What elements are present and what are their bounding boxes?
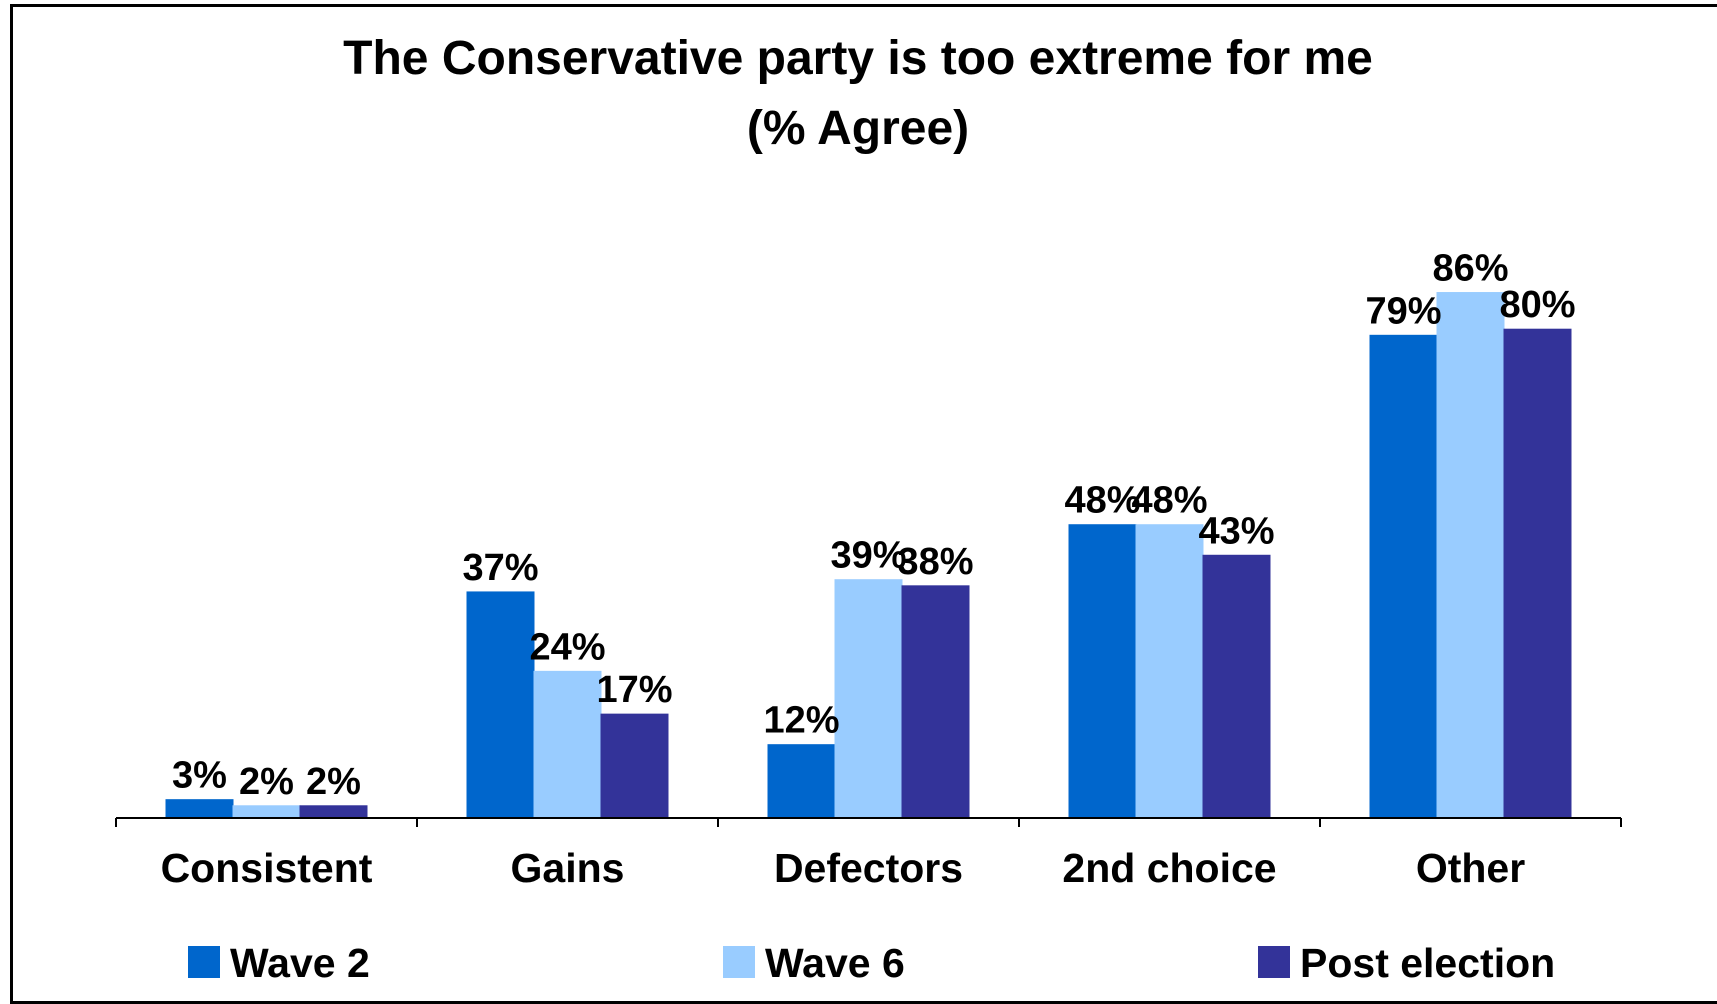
bar-2nd-choice-wave-6 xyxy=(1135,524,1204,819)
data-label: 43% xyxy=(1198,510,1274,552)
legend-label: Wave 2 xyxy=(230,940,370,986)
bar-defectors-post-election xyxy=(901,585,970,819)
data-label: 12% xyxy=(763,700,839,742)
chart-title: The Conservative party is too extreme fo… xyxy=(343,32,1373,85)
data-label: 48% xyxy=(1131,480,1207,522)
data-label: 24% xyxy=(529,626,605,668)
data-label: 17% xyxy=(596,669,672,711)
data-label: 38% xyxy=(897,541,973,583)
bar-2nd-choice-wave-2 xyxy=(1068,524,1137,819)
bar-defectors-wave-6 xyxy=(834,579,903,819)
category-label: Gains xyxy=(511,845,625,891)
category-label: Defectors xyxy=(774,845,963,891)
bar-other-wave-2 xyxy=(1369,334,1438,819)
bar-2nd-choice-post-election xyxy=(1202,554,1271,819)
legend-swatch xyxy=(723,946,755,978)
data-labels-layer: 3% 2% 2%37%24%17%12%39%38%48%48%43%79%86%8… xyxy=(172,248,1575,803)
data-label: 48% xyxy=(1064,480,1140,522)
legend-swatch xyxy=(1258,946,1290,978)
legend-label: Post election xyxy=(1300,940,1555,986)
data-label: 2% xyxy=(306,761,361,803)
legend-label: Wave 6 xyxy=(765,940,905,986)
legend: Wave 2 Wave 6 Post election xyxy=(188,940,1555,986)
chart-subtitle: (% Agree) xyxy=(747,102,969,155)
data-label: 3% xyxy=(172,755,227,797)
bar-gains-post-election xyxy=(600,713,669,819)
bar-consistent-wave-6 xyxy=(232,805,301,819)
category-label: 2nd choice xyxy=(1062,845,1276,891)
data-label: 79% xyxy=(1365,290,1441,332)
category-label: Other xyxy=(1416,845,1525,891)
data-label: 86% xyxy=(1432,248,1508,290)
data-label: 80% xyxy=(1499,284,1575,326)
x-axis: Consistent Gains Defectors 2nd choice Other xyxy=(115,817,1622,891)
bar-consistent-wave-2 xyxy=(165,799,234,819)
bar-other-post-election xyxy=(1503,328,1572,819)
bar-other-wave-6 xyxy=(1436,292,1505,819)
bar-gains-wave-6 xyxy=(533,670,602,819)
data-label: 2% xyxy=(239,761,294,803)
legend-swatch xyxy=(188,946,220,978)
bars-layer xyxy=(165,292,1572,819)
bar-consistent-post-election xyxy=(299,805,368,819)
category-label: Consistent xyxy=(161,845,373,891)
bar-defectors-wave-2 xyxy=(767,744,836,819)
bar-gains-wave-2 xyxy=(466,591,535,819)
data-label: 37% xyxy=(462,547,538,589)
data-label: 39% xyxy=(830,535,906,577)
